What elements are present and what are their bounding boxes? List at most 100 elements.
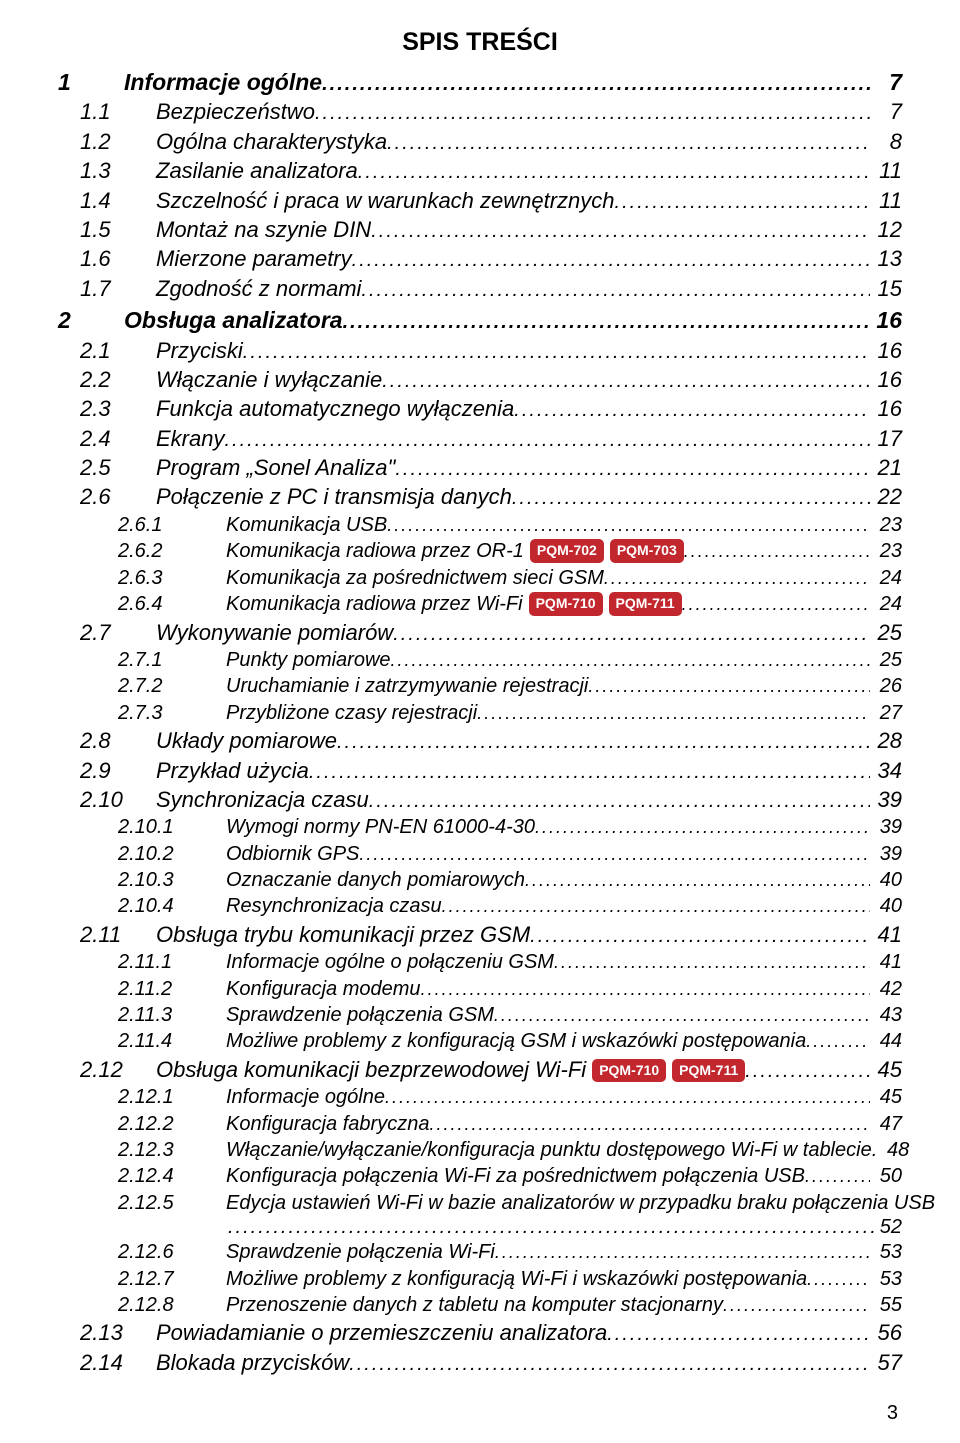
toc-entry: 2.1Przyciski16 [58,336,902,365]
toc-entry-number: 2 [58,305,124,335]
toc-entry-number: 1.7 [58,274,156,303]
toc-leader [512,485,870,511]
toc-leader [385,1086,870,1110]
toc-entry-page: 34 [870,756,902,785]
toc-entry: 2.7.1Punkty pomiarowe25 [58,647,902,673]
toc-entry-number: 2.1 [58,336,156,365]
toc-entry-page: 39 [870,841,902,867]
toc-entry-label: Przenoszenie danych z tabletu na kompute… [226,1292,723,1318]
toc-entry-label: Konfiguracja połączenia Wi-Fi za pośredn… [226,1163,805,1189]
toc-entry-number: 2.10 [58,785,156,814]
toc-entry-label: Obsługa komunikacji bezprzewodowej Wi-Fi… [156,1055,745,1084]
toc-entry: 2.11.2Konfiguracja modemu42 [58,976,902,1002]
toc-entry: 2.7.2Uruchamianie i zatrzymywanie rejest… [58,673,902,699]
toc-entry-label: Połączenie z PC i transmisja danych [156,482,512,511]
toc-entry: 2.11.1Informacje ogólne o połączeniu GSM… [58,949,902,975]
toc-body: 1Informacje ogólne71.1Bezpieczeństwo71.2… [58,67,902,1377]
toc-entry-label: Możliwe problemy z konfiguracją Wi-Fi i … [226,1266,807,1292]
toc-entry-page: 16 [870,365,902,394]
toc-entry-page: 45 [870,1084,902,1110]
toc-entry-number: 2.6 [58,482,156,511]
toc-entry-number: 2.7.3 [58,700,226,726]
toc-page: SPIS TREŚCI 1Informacje ogólne71.1Bezpie… [0,0,960,1443]
toc-entry-page: 50 [870,1163,902,1189]
toc-entry-number: 2.3 [58,394,156,423]
toc-entry-number: 1 [58,67,124,97]
toc-entry: 2Obsługa analizatora16 [58,305,902,335]
toc-entry: 2.6.1Komunikacja USB23 [58,512,902,538]
toc-entry-label: Synchronizacja czasu [156,785,369,814]
toc-leader [349,1351,870,1377]
toc-entry-label: Włączanie/wyłączanie/konfiguracja punktu… [226,1137,877,1163]
toc-leader [494,1004,870,1028]
model-badge: PQM-710 [592,1059,666,1082]
toc-leader [429,1113,870,1137]
toc-entry-number: 2.12.6 [58,1239,226,1265]
toc-leader [343,309,871,335]
toc-entry: 2.2Włączanie i wyłączanie16 [58,365,902,394]
toc-entry-number: 2.2 [58,365,156,394]
toc-entry: 1.3Zasilanie analizatora11 [58,156,902,185]
model-badge: PQM-702 [530,539,604,562]
toc-entry-number: 2.6.1 [58,512,226,538]
toc-entry-number: 2.10.4 [58,893,226,919]
toc-entry-page: 41 [870,920,902,949]
toc-entry-page: 39 [870,785,902,814]
toc-entry-page: 42 [870,976,902,1002]
toc-leader [382,368,870,394]
toc-entry: 2.4Ekrany17 [58,424,902,453]
toc-entry-number: 2.11 [58,920,156,949]
toc-entry: 2.7.3Przybliżone czasy rejestracji27 [58,700,902,726]
toc-entry: 1.5Montaż na szynie DIN12 [58,215,902,244]
toc-entry-page: 16 [870,336,902,365]
toc-leader [723,1294,870,1318]
toc-entry-page: 44 [870,1028,902,1054]
toc-entry: 2.12.8Przenoszenie danych z tabletu na k… [58,1292,902,1318]
toc-entry: 2.12.7Możliwe problemy z konfiguracją Wi… [58,1266,902,1292]
toc-entry-label: Układy pomiarowe [156,726,337,755]
toc-entry-page: 53 [870,1266,902,1292]
toc-entry-page: 15 [870,274,902,303]
toc-entry: 2.6.3Komunikacja za pośrednictwem sieci … [58,565,902,591]
toc-entry-page: 28 [870,726,902,755]
toc-entry-page: 27 [870,700,902,726]
toc-entry: 2.9Przykład użycia34 [58,756,902,785]
toc-entry-label: Odbiornik GPS [226,841,359,867]
toc-entry-label: Program „Sonel Analiza" [156,453,395,482]
toc-entry-page: 24 [870,565,902,591]
toc-entry: 1.1Bezpieczeństwo7 [58,97,902,126]
toc-entry-page: 53 [870,1239,902,1265]
toc-entry-number: 2.12 [58,1055,156,1084]
toc-entry-label: Możliwe problemy z konfiguracją GSM i ws… [226,1028,806,1054]
toc-leader [369,788,870,814]
toc-entry-number: 2.12.1 [58,1084,226,1110]
toc-entry-number: 1.4 [58,186,156,215]
toc-entry: 2.10Synchronizacja czasu 39 [58,785,902,814]
toc-entry-label: Montaż na szynie DIN [156,215,371,244]
toc-entry-label: Uruchamianie i zatrzymywanie rejestracji [226,673,588,699]
toc-leader [525,869,870,893]
toc-entry: 2.12.3Włączanie/wyłączanie/konfiguracja … [58,1137,902,1163]
toc-leader [352,247,870,273]
toc-entry-label: Punkty pomiarowe [226,647,391,673]
toc-entry: 1.2Ogólna charakterystyka8 [58,127,902,156]
toc-entry: 2.12.5Edycja ustawień Wi-Fi w bazie anal… [58,1190,902,1216]
toc-entry: 2.11.4Możliwe problemy z konfiguracją GS… [58,1028,902,1054]
toc-leader [477,702,870,726]
toc-entry-label: Blokada przycisków [156,1348,349,1377]
toc-entry-number: 1.6 [58,244,156,273]
toc-entry-number: 2.14 [58,1348,156,1377]
toc-entry-page: 17 [870,424,902,453]
toc-entry-page: 25 [870,618,902,647]
toc-entry-number: 2.13 [58,1318,156,1347]
toc-entry-page: 23 [870,512,902,538]
toc-leader [807,1268,870,1292]
toc-entry-page: 39 [870,814,902,840]
toc-entry-label: Funkcja automatycznego wyłączenia [156,394,514,423]
toc-entry-number: 2.10.2 [58,841,226,867]
toc-entry-page: 11 [870,156,902,185]
toc-leader [530,923,870,949]
toc-entry-page: 25 [870,647,902,673]
model-badge: PQM-711 [672,1059,745,1082]
toc-entry-label: Obsługa trybu komunikacji przez GSM [156,920,530,949]
